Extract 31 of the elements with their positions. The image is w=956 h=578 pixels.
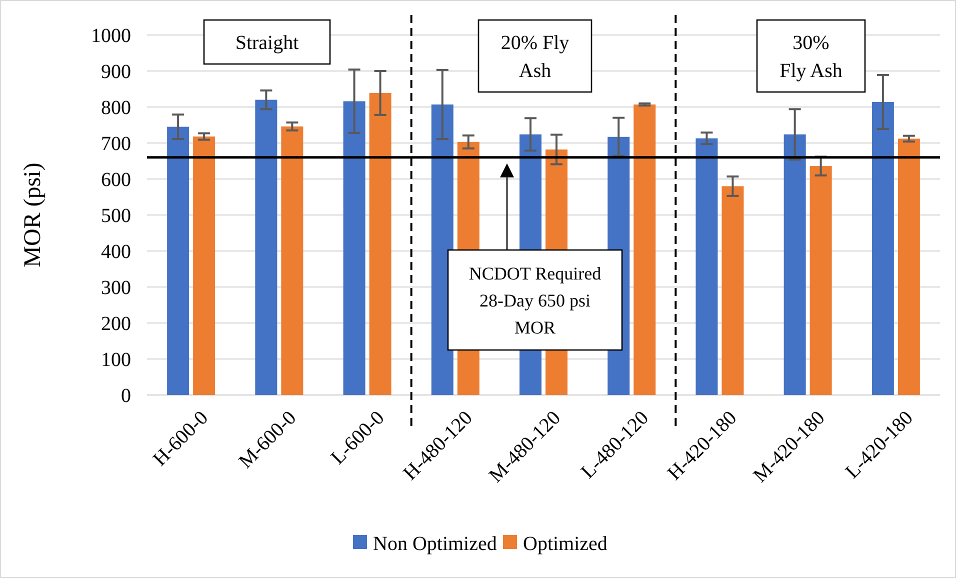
bar <box>343 101 366 395</box>
bar <box>369 92 392 395</box>
y-tick-label: 1000 <box>91 25 131 47</box>
bar <box>810 166 832 395</box>
bar <box>784 134 806 395</box>
bar <box>696 138 718 395</box>
bar <box>634 104 656 395</box>
annotation: NCDOT Required 28-Day 650 psi MOR <box>468 264 602 338</box>
annotation: 20% Fly Ash <box>500 32 570 82</box>
y-tick-label: 100 <box>101 349 131 371</box>
bar <box>255 100 278 395</box>
y-tick-label: 300 <box>101 277 131 299</box>
annotation: Straight <box>235 32 300 54</box>
legend-label: Non Optimized <box>373 533 497 555</box>
y-tick-label: 900 <box>101 61 131 83</box>
bar <box>281 126 304 395</box>
bar <box>193 136 216 395</box>
y-tick-label: 600 <box>101 169 131 191</box>
y-tick-label: 200 <box>101 313 131 335</box>
y-tick-label: 0 <box>121 385 131 407</box>
y-tick-label: 400 <box>101 241 131 263</box>
legend-label: Optimized <box>523 533 608 555</box>
y-tick-label: 500 <box>101 205 131 227</box>
y-tick-label: 700 <box>101 133 131 155</box>
bar <box>872 102 894 395</box>
bar <box>722 186 744 395</box>
bar <box>167 126 190 395</box>
y-axis-title: MOR (psi) <box>20 162 46 268</box>
annotation: 30% Fly Ash <box>780 32 842 82</box>
bar <box>898 138 920 395</box>
y-tick-label: 800 <box>101 97 131 119</box>
